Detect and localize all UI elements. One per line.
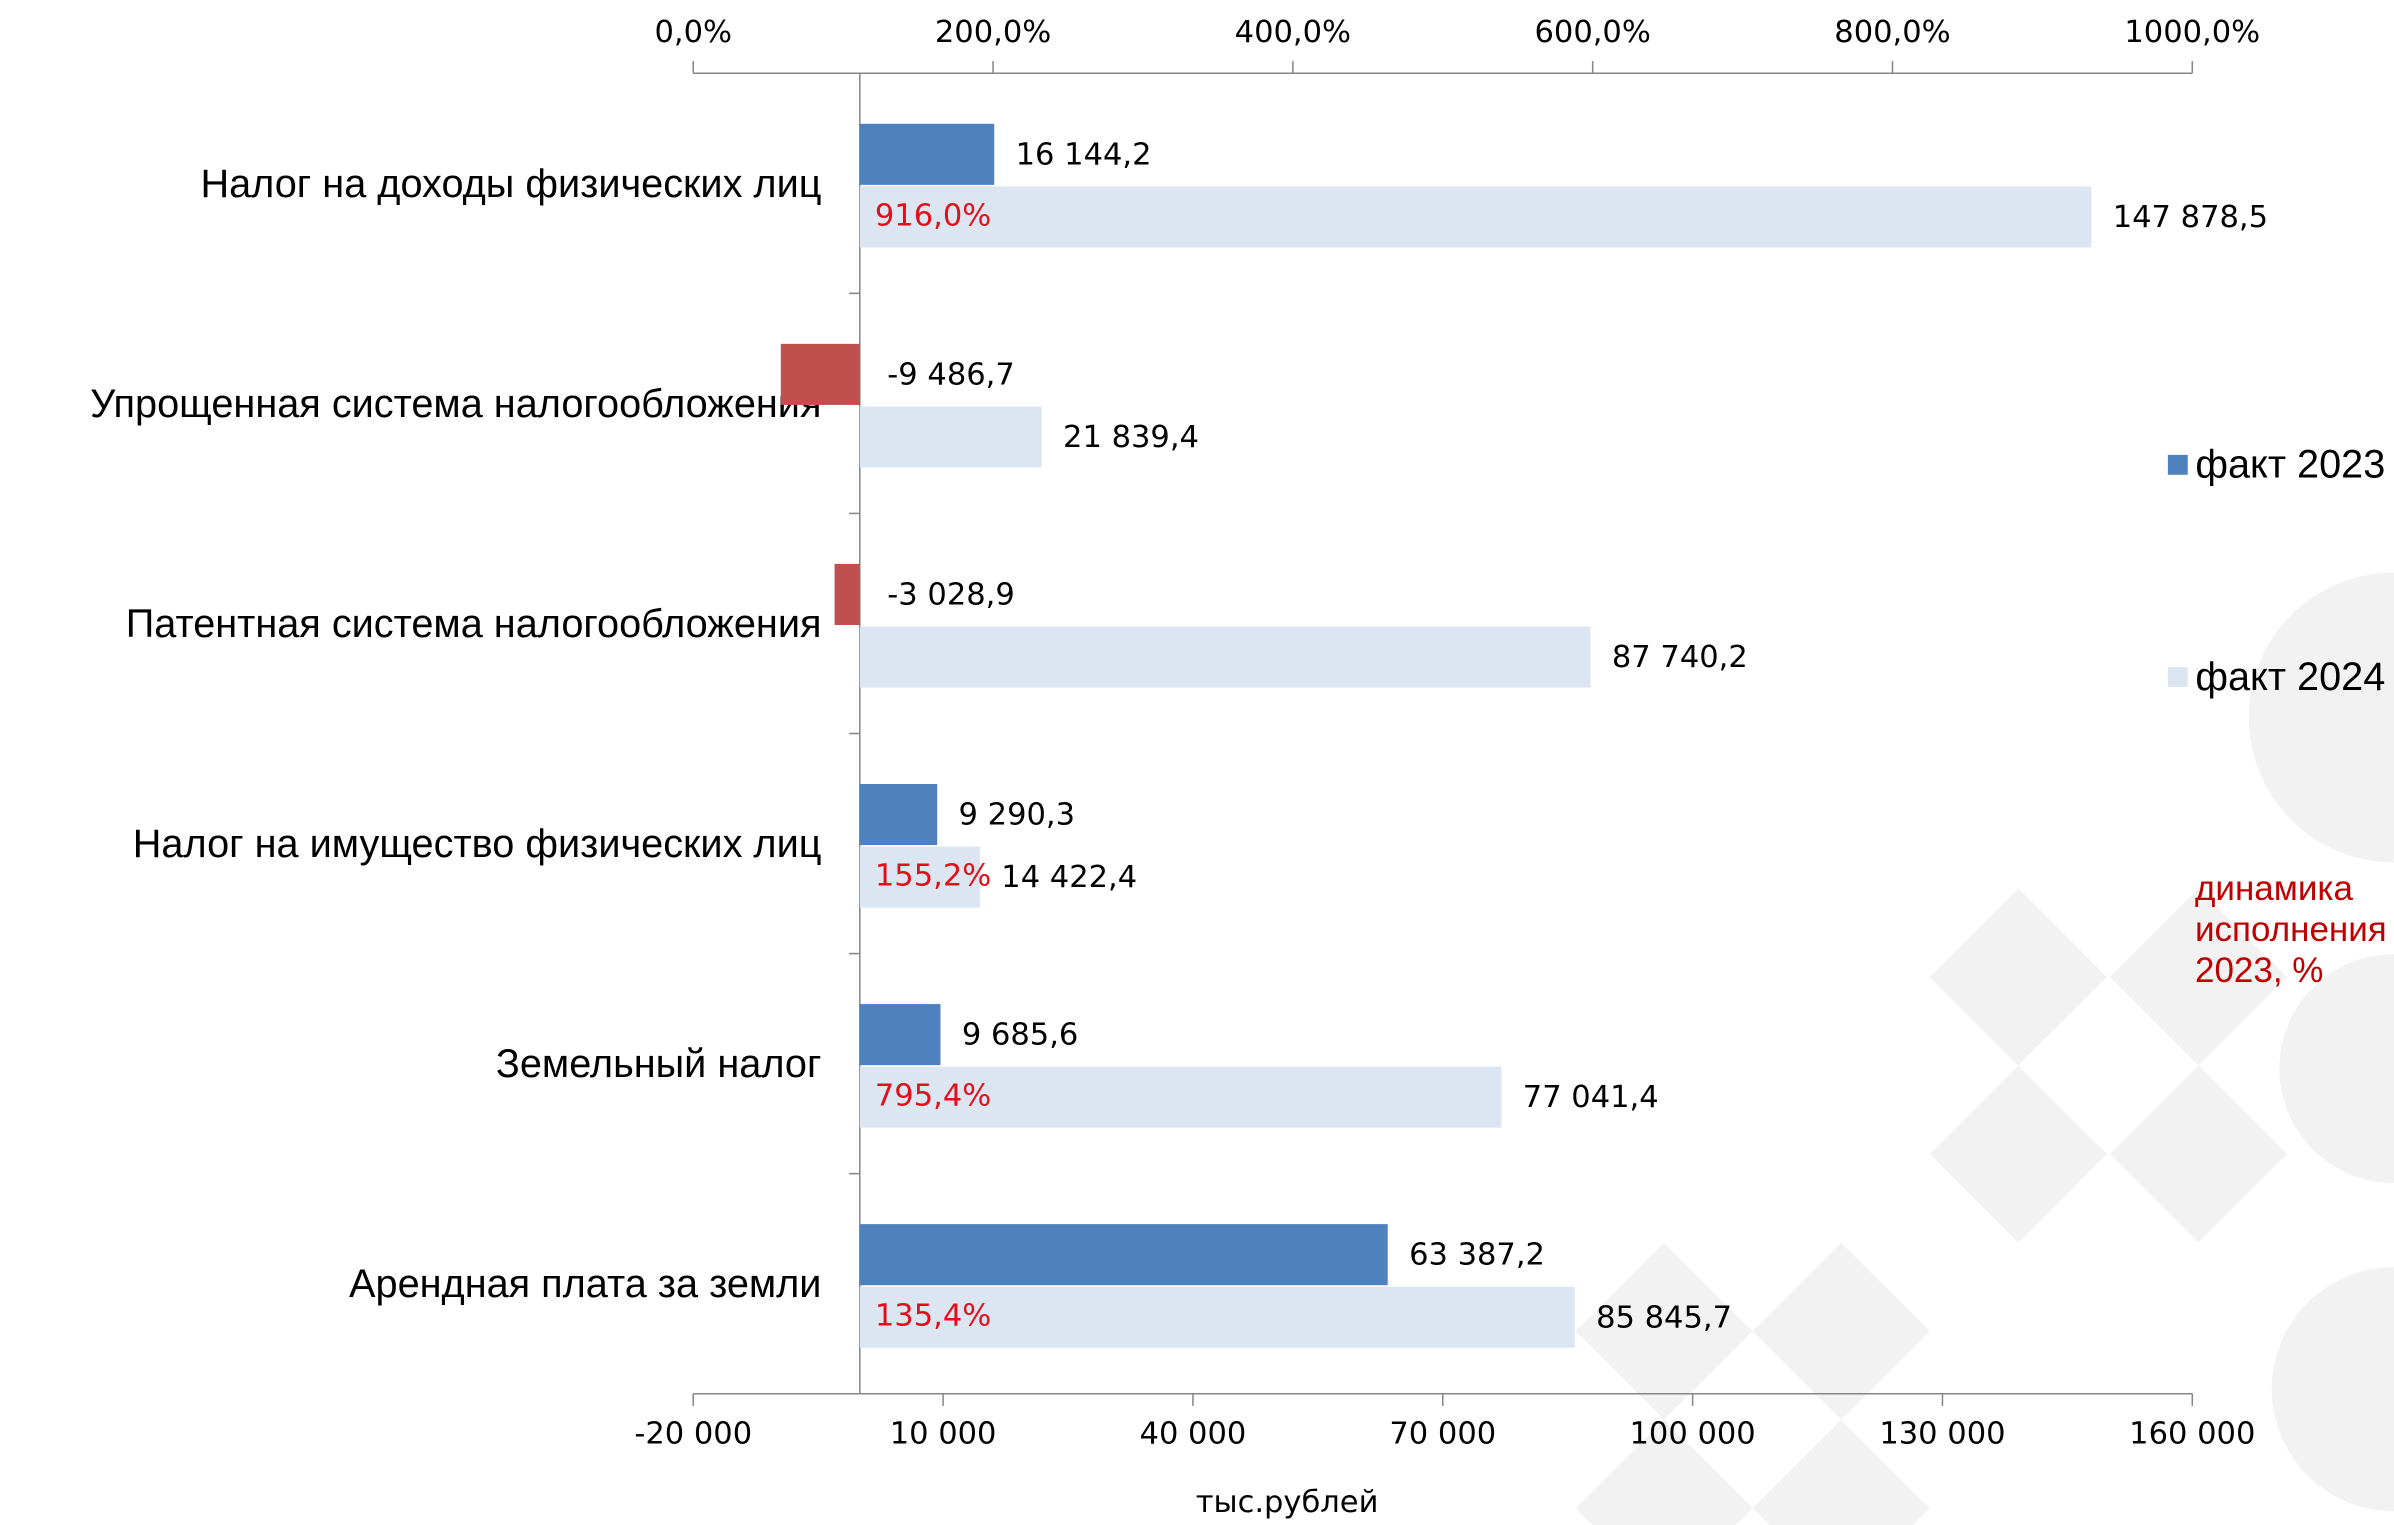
bar bbox=[834, 563, 860, 625]
x2-tick-label: 600,0% bbox=[1534, 15, 1650, 50]
x2-tick-label: 1000,0% bbox=[2124, 15, 2260, 50]
bar bbox=[859, 406, 1042, 468]
bar bbox=[859, 783, 938, 846]
value-label: 63 387,2 bbox=[1409, 1238, 1545, 1273]
bar bbox=[780, 343, 860, 405]
bar bbox=[859, 1004, 941, 1066]
value-label: 87 740,2 bbox=[1612, 640, 1748, 675]
percent-label: 916,0% bbox=[875, 198, 991, 233]
value-label: 9 290,3 bbox=[959, 798, 1075, 833]
bar bbox=[859, 1224, 1388, 1286]
bar bbox=[859, 626, 1591, 688]
x-axis-title: тыс.рублей bbox=[1196, 1485, 1379, 1520]
x2-tick-label: 800,0% bbox=[1834, 15, 1950, 50]
category-label: Арендная плата за земли bbox=[349, 1262, 821, 1306]
value-label: 147 878,5 bbox=[2113, 200, 2268, 235]
category-label: Патентная система налогообложения bbox=[126, 602, 822, 646]
percent-label: 135,4% bbox=[875, 1299, 991, 1334]
percent-label: 795,4% bbox=[875, 1079, 991, 1114]
category-label: Налог на доходы физических лиц bbox=[200, 162, 821, 206]
legend-label: факт 2023 bbox=[2195, 443, 2385, 487]
value-label: 21 839,4 bbox=[1063, 420, 1199, 455]
legend-label: динамика исполнения 2023, % bbox=[2195, 869, 2387, 990]
x2-tick-label: 400,0% bbox=[1235, 15, 1351, 50]
x-tick-label: 160 000 bbox=[2129, 1416, 2255, 1451]
bar bbox=[859, 186, 2092, 248]
x2-tick-label: 0,0% bbox=[654, 15, 732, 50]
x-tick-label: 10 000 bbox=[890, 1416, 997, 1451]
x-tick-label: 40 000 bbox=[1140, 1416, 1247, 1451]
percent-label: 155,2% bbox=[875, 859, 991, 894]
legend-swatch bbox=[2167, 454, 2188, 475]
legend-swatch bbox=[2167, 667, 2188, 687]
value-label: 85 845,7 bbox=[1596, 1300, 1732, 1335]
x2-tick-label: 200,0% bbox=[935, 15, 1051, 50]
bar bbox=[859, 846, 980, 908]
value-label: -3 028,9 bbox=[887, 577, 1015, 612]
bar bbox=[859, 123, 995, 185]
value-label: -9 486,7 bbox=[887, 357, 1015, 392]
x-tick-label: 70 000 bbox=[1389, 1416, 1496, 1451]
category-label: Упрощенная система налогообложения bbox=[90, 382, 821, 426]
category-label: Налог на имущество физических лиц bbox=[133, 822, 822, 866]
bar bbox=[859, 1066, 1502, 1128]
x-tick-label: 100 000 bbox=[1630, 1416, 1756, 1451]
value-label: 77 041,4 bbox=[1523, 1080, 1659, 1115]
category-label: Земельный налог bbox=[496, 1042, 822, 1086]
legend-label: факт 2024 bbox=[2195, 655, 2385, 699]
x-tick-label: 130 000 bbox=[1879, 1416, 2005, 1451]
value-label: 14 422,4 bbox=[1001, 860, 1137, 895]
background-decoration bbox=[1575, 572, 2394, 1525]
value-label: 9 685,6 bbox=[962, 1018, 1078, 1053]
bar bbox=[859, 1286, 1575, 1348]
x-tick-label: -20 000 bbox=[634, 1416, 752, 1451]
value-label: 16 144,2 bbox=[1016, 137, 1152, 172]
